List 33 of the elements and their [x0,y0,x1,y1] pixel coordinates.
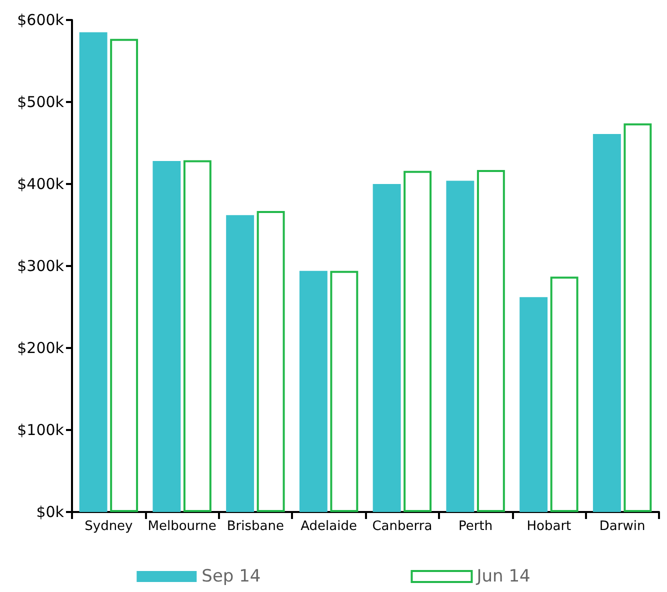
bar [404,170,432,512]
bar [476,170,505,512]
x-tick-label: Sydney [84,519,134,534]
bar [299,270,328,512]
y-tick-label: $100k [17,421,64,439]
x-tick-label: Perth [458,519,493,534]
y-tick-label: $600k [17,11,64,29]
x-tick-label: Canberra [372,519,432,534]
bar [624,123,652,512]
x-tick-label: Hobart [526,519,572,534]
bar [592,134,621,512]
y-tick-label: $0k [36,503,64,521]
x-tick-label: Brisbane [226,519,284,534]
bar [226,215,254,512]
x-tick-label: Adelaide [300,519,357,534]
bar [330,270,358,512]
bar [446,180,474,512]
bar [152,161,181,512]
bar [550,276,578,512]
bar [520,297,548,512]
y-tick-label: $400k [17,175,64,193]
x-tick-label: Darwin [599,519,646,534]
legend-label: Jun 14 [476,566,530,586]
y-tick-label: $200k [17,339,64,357]
bar [110,38,138,512]
bar [79,32,108,512]
bar [183,160,212,512]
y-tick-label: $500k [17,93,64,111]
bar [256,211,285,512]
legend-label: Sep 14 [202,566,261,586]
bar [372,184,401,512]
y-tick-label: $300k [17,257,64,275]
x-tick-label: Melbourne [148,519,216,534]
